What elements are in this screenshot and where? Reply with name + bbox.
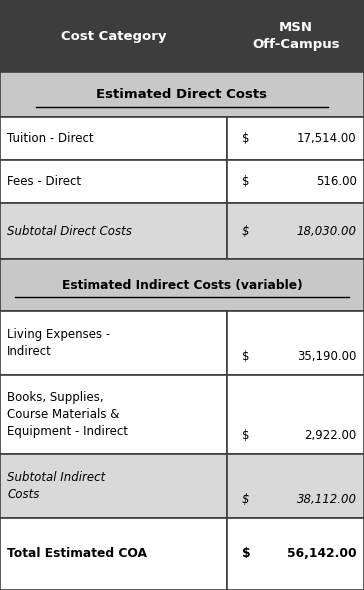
Text: 2,922.00: 2,922.00 — [304, 430, 357, 442]
Bar — [0, 311, 228, 375]
Bar — [0, 517, 228, 590]
Text: $: $ — [242, 548, 251, 560]
Text: 38,112.00: 38,112.00 — [297, 493, 357, 506]
Text: Estimated Direct Costs: Estimated Direct Costs — [96, 88, 268, 101]
Text: 18,030.00: 18,030.00 — [297, 225, 357, 238]
Bar — [228, 375, 364, 454]
Bar — [228, 117, 364, 160]
Bar — [228, 311, 364, 375]
Bar — [0, 203, 228, 260]
Text: $: $ — [242, 493, 250, 506]
Bar — [0, 0, 228, 73]
Text: Cost Category: Cost Category — [61, 30, 166, 42]
Text: Living Expenses -
Indirect: Living Expenses - Indirect — [7, 328, 111, 358]
Text: $: $ — [242, 430, 250, 442]
Text: 17,514.00: 17,514.00 — [297, 132, 357, 145]
Bar — [0, 73, 364, 117]
Text: $: $ — [242, 225, 250, 238]
Text: MSN
Off-Campus: MSN Off-Campus — [252, 21, 340, 51]
Text: Tuition - Direct: Tuition - Direct — [7, 132, 94, 145]
Bar — [228, 203, 364, 260]
Bar — [228, 454, 364, 517]
Text: Subtotal Direct Costs: Subtotal Direct Costs — [7, 225, 132, 238]
Text: 56,142.00: 56,142.00 — [287, 548, 357, 560]
Bar — [0, 375, 228, 454]
Bar — [228, 160, 364, 203]
Text: $: $ — [242, 350, 250, 363]
Text: Fees - Direct: Fees - Direct — [7, 175, 82, 188]
Text: Estimated Indirect Costs (variable): Estimated Indirect Costs (variable) — [62, 279, 302, 292]
Bar — [0, 117, 228, 160]
Text: Total Estimated COA: Total Estimated COA — [7, 548, 147, 560]
Bar — [0, 260, 364, 311]
Bar — [0, 160, 228, 203]
Text: 516.00: 516.00 — [316, 175, 357, 188]
Text: 35,190.00: 35,190.00 — [297, 350, 357, 363]
Text: $: $ — [242, 132, 250, 145]
Bar — [228, 517, 364, 590]
Text: Subtotal Indirect
Costs: Subtotal Indirect Costs — [7, 471, 106, 501]
Bar — [228, 0, 364, 73]
Text: Books, Supplies,
Course Materials &
Equipment - Indirect: Books, Supplies, Course Materials & Equi… — [7, 391, 128, 438]
Bar — [0, 454, 228, 517]
Text: $: $ — [242, 175, 250, 188]
